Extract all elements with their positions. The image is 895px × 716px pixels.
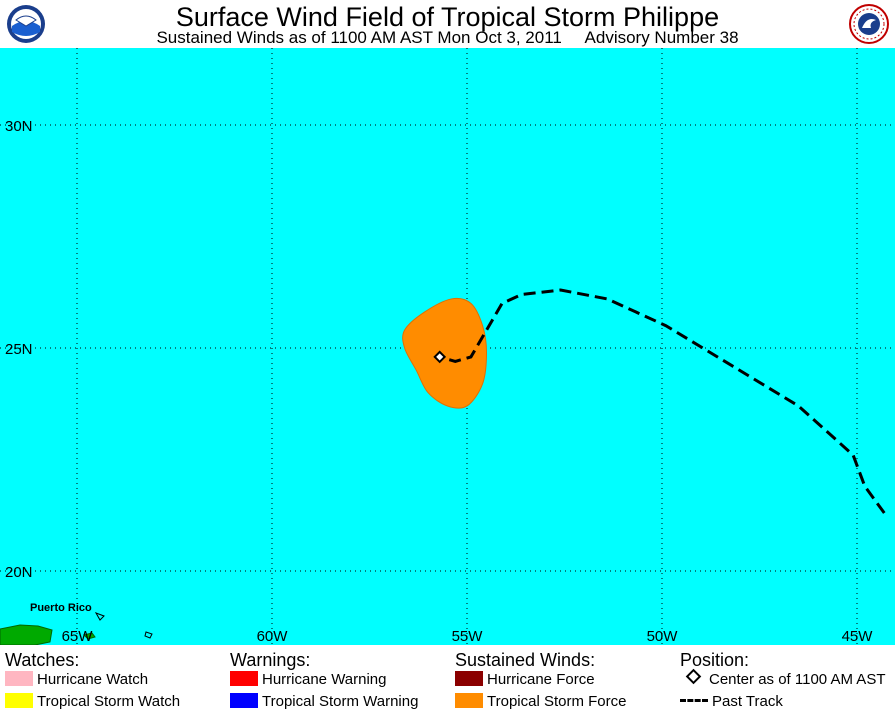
past-track-dash-icon xyxy=(680,699,708,702)
longitude-label: 45W xyxy=(842,628,874,645)
past-track-line xyxy=(439,288,886,514)
legend-hurricane-watch: Hurricane Watch xyxy=(5,671,148,689)
center-diamond-icon xyxy=(685,668,702,685)
center-label: Center as of 1100 AM AST xyxy=(709,671,886,688)
past-track-label: Past Track xyxy=(712,693,783,710)
noaa-logo xyxy=(7,5,45,43)
legend-tropical-storm-watch: Tropical Storm Watch xyxy=(5,693,180,711)
latitude-labels: 30N 25N 20N xyxy=(5,118,33,581)
legend-watches-heading: Watches: xyxy=(5,650,80,670)
legend-center: Center as of 1100 AM AST xyxy=(680,668,886,689)
legend: Watches: Hurricane Watch Tropical Storm … xyxy=(0,645,895,716)
longitude-label: 65W xyxy=(62,628,94,645)
tropical-storm-warning-label: Tropical Storm Warning xyxy=(262,693,419,710)
legend-position-heading: Position: xyxy=(680,650,750,670)
page-title: Surface Wind Field of Tropical Storm Phi… xyxy=(175,2,720,32)
latitude-label: 30N xyxy=(5,118,33,135)
hurricane-warning-label: Hurricane Warning xyxy=(262,671,387,688)
hurricane-force-label: Hurricane Force xyxy=(487,671,595,688)
legend-warnings-heading: Warnings: xyxy=(230,650,311,670)
header: Surface Wind Field of Tropical Storm Phi… xyxy=(0,0,895,48)
puerto-rico-land xyxy=(0,612,153,645)
longitude-label: 55W xyxy=(452,628,484,645)
hurricane-warning-swatch xyxy=(230,671,258,686)
tropical-storm-force-wind-field xyxy=(402,297,488,409)
latitude-label: 25N xyxy=(5,341,33,358)
tropical-storm-warning-swatch xyxy=(230,693,258,708)
tropical-storm-watch-swatch xyxy=(5,693,33,708)
hurricane-watch-swatch xyxy=(5,671,33,686)
tropical-storm-force-label: Tropical Storm Force xyxy=(487,693,627,710)
hurricane-watch-label: Hurricane Watch xyxy=(37,671,149,688)
nws-logo xyxy=(849,4,889,44)
legend-winds-heading: Sustained Winds: xyxy=(455,650,596,670)
longitude-labels: 65W 60W 55W 50W 45W xyxy=(62,628,874,645)
legend-hurricane-force: Hurricane Force xyxy=(455,671,595,689)
longitude-label: 60W xyxy=(257,628,289,645)
lat-lon-grid xyxy=(0,48,895,645)
storm-map: Puerto Rico 30N 25N 20N 65W 60W 55W 50W 45W xyxy=(0,48,895,645)
legend-hurricane-warning: Hurricane Warning xyxy=(230,671,387,689)
tropical-storm-watch-label: Tropical Storm Watch xyxy=(37,693,181,710)
puerto-rico-label: Puerto Rico xyxy=(30,602,92,614)
hurricane-force-swatch xyxy=(455,671,483,686)
legend-tropical-storm-force: Tropical Storm Force xyxy=(455,693,626,711)
legend-tropical-storm-warning: Tropical Storm Warning xyxy=(230,693,418,711)
page-subtitle: Sustained Winds as of 1100 AM AST Mon Oc… xyxy=(156,28,739,47)
legend-past-track: Past Track xyxy=(680,693,783,711)
longitude-label: 50W xyxy=(647,628,679,645)
tropical-storm-force-swatch xyxy=(455,693,483,708)
storm-center-marker xyxy=(433,350,447,364)
latitude-label: 20N xyxy=(5,564,33,581)
